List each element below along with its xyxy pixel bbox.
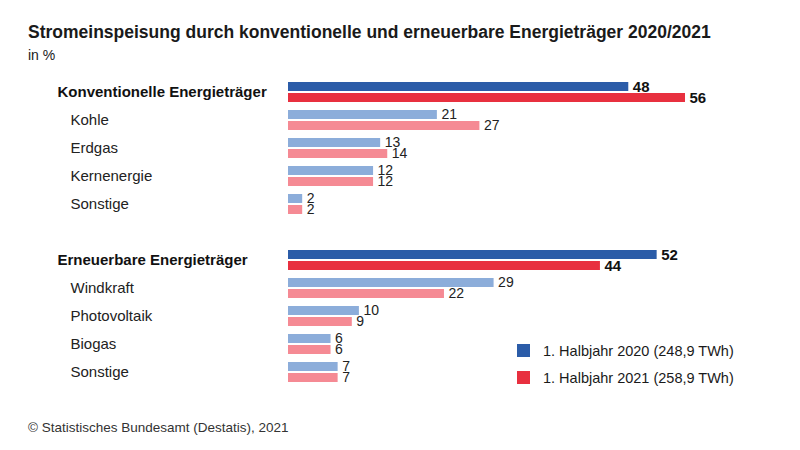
- svg-text:6: 6: [335, 341, 343, 357]
- svg-text:6: 6: [335, 330, 343, 347]
- svg-text:Erdgas: Erdgas: [71, 139, 119, 156]
- html-text:Stromeinspeisung durch konvent: Stromeinspeisung durch konventionelle un…: [28, 22, 711, 42]
- svg-text:Windkraft: Windkraft: [71, 279, 135, 296]
- svg-text:12: 12: [378, 173, 394, 189]
- svg-text:21: 21: [441, 106, 457, 122]
- html-text:© Statistisches Bundesamt (Des: © Statistisches Bundesamt (Destatis), 20…: [28, 420, 289, 435]
- svg-text:14: 14: [392, 145, 408, 161]
- svg-text:52: 52: [661, 246, 678, 263]
- svg-text:48: 48: [633, 78, 650, 95]
- svg-text:Kernenergie: Kernenergie: [71, 167, 153, 184]
- svg-text:Konventionelle Energieträger: Konventionelle Energieträger: [58, 83, 267, 100]
- svg-text:12: 12: [377, 162, 394, 179]
- svg-text:Sonstige: Sonstige: [71, 363, 129, 380]
- svg-text:Biogas: Biogas: [71, 335, 117, 352]
- html-text:in %: in %: [28, 47, 56, 63]
- svg-text:22: 22: [448, 285, 464, 301]
- svg-text:44: 44: [604, 257, 621, 274]
- svg-text:Erneuerbare Energieträger: Erneuerbare Energieträger: [58, 251, 248, 268]
- svg-text:7: 7: [342, 369, 350, 385]
- svg-text:7: 7: [342, 358, 350, 375]
- svg-text:Kohle: Kohle: [71, 111, 109, 128]
- svg-text:9: 9: [356, 313, 364, 329]
- svg-text:2: 2: [306, 190, 315, 207]
- svg-text:Photovoltaik: Photovoltaik: [71, 307, 153, 324]
- svg-text:29: 29: [498, 274, 514, 290]
- svg-text:56: 56: [690, 89, 707, 106]
- html-text:1. Halbjahr 2021 (258,9 TWh): 1. Halbjahr 2021 (258,9 TWh): [543, 369, 734, 386]
- html-text:1. Halbjahr 2020 (248,9 TWh): 1. Halbjahr 2020 (248,9 TWh): [543, 342, 734, 359]
- svg-text:13: 13: [384, 134, 401, 151]
- svg-text:Sonstige: Sonstige: [71, 195, 129, 212]
- svg-text:2: 2: [307, 201, 315, 217]
- svg-text:27: 27: [484, 117, 500, 133]
- svg-text:10: 10: [363, 302, 379, 318]
